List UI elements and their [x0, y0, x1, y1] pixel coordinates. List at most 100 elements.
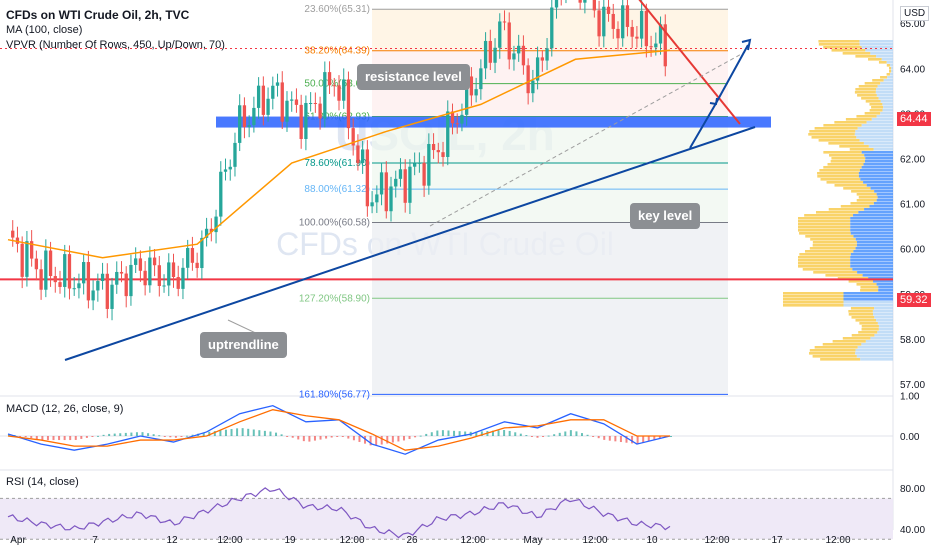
macd-histogram-bar: [436, 430, 439, 436]
candle-body: [413, 163, 417, 167]
vp-bar-down: [859, 139, 893, 142]
macd-histogram-bar: [569, 430, 572, 436]
candle-body: [639, 10, 644, 39]
vp-bar-down: [843, 298, 893, 301]
vp-bar-down: [863, 142, 893, 145]
macd-histogram-bar: [592, 436, 595, 437]
vp-bar-down: [878, 289, 893, 292]
vp-bar-up: [858, 196, 878, 199]
vp-bar-up: [799, 232, 851, 235]
candle-body: [450, 111, 455, 124]
candle-body: [219, 171, 223, 217]
vp-bar-down: [878, 325, 893, 328]
ma-legend[interactable]: MA (100, close): [6, 24, 83, 36]
candle-body: [186, 248, 190, 268]
vp-bar-up: [809, 130, 856, 133]
macd-histogram-bar: [364, 436, 367, 444]
macd-histogram-bar: [503, 430, 506, 436]
macd-histogram-bar: [8, 433, 10, 436]
candle-body: [176, 277, 180, 289]
macd-histogram-bar: [108, 433, 111, 436]
vp-bar-down: [861, 46, 893, 49]
descending-trendline: [638, 0, 741, 125]
candle-body: [408, 166, 412, 203]
macd-histogram-bar: [58, 436, 61, 441]
candle-body: [252, 107, 256, 126]
vp-bar-up: [798, 220, 851, 223]
vp-bar-down: [850, 253, 893, 256]
vp-bar-down: [873, 313, 893, 316]
vp-bar-down: [874, 307, 893, 310]
candle-body: [167, 262, 171, 286]
vp-bar-up: [839, 145, 869, 148]
vp-bar-down: [877, 196, 893, 199]
macd-histogram-bar: [30, 436, 33, 439]
vp-bar-up: [864, 112, 881, 115]
candle-body: [578, 0, 582, 3]
candle-body: [427, 143, 431, 186]
macd-histogram-bar: [41, 436, 44, 441]
macd-histogram-bar: [430, 432, 433, 436]
vp-bar-up: [843, 187, 871, 190]
vp-bar-up: [837, 277, 869, 280]
macd-histogram-bar: [291, 436, 294, 438]
vp-bar-up: [818, 40, 860, 43]
macd-histogram-bar: [69, 436, 72, 441]
candle-body: [256, 85, 261, 108]
price-tick: 64.00: [900, 64, 925, 75]
macd-histogram-bar: [647, 436, 650, 442]
macd-histogram-bar: [330, 436, 333, 438]
vp-bar-up: [823, 46, 862, 49]
vp-bar-down: [850, 265, 893, 268]
macd-histogram-bar: [180, 436, 183, 437]
candle-body: [209, 228, 213, 233]
vp-bar-down: [870, 187, 893, 190]
vpvr-legend[interactable]: VPVR (Number Of Rows, 450, Up/Down, 70): [6, 39, 225, 51]
macd-histogram-bar: [508, 430, 511, 436]
vp-bar-up: [886, 73, 891, 76]
macd-histogram-bar: [369, 436, 372, 446]
candle-body: [370, 202, 374, 207]
macd-legend[interactable]: MACD (12, 26, close, 9): [6, 403, 124, 415]
candle-body: [493, 47, 497, 63]
candle-body: [606, 6, 611, 14]
candle-body: [422, 162, 426, 186]
macd-histogram-bar: [414, 436, 417, 438]
vp-bar-up: [809, 349, 856, 352]
price-tick: 65.00: [900, 19, 925, 30]
candle-body: [436, 150, 440, 153]
macd-tick: 0.00: [900, 432, 920, 443]
vp-bar-up: [834, 121, 867, 124]
candle-body: [115, 271, 119, 285]
macd-histogram-bar: [380, 436, 383, 445]
candle-body: [611, 13, 615, 29]
vp-bar-up: [851, 334, 875, 337]
vp-bar-down: [876, 193, 893, 196]
macd-histogram-bar: [147, 433, 150, 436]
rsi-line: [7, 487, 671, 539]
vp-bar-up: [869, 109, 883, 112]
price-tick: 58.00: [900, 335, 925, 346]
candle-body: [621, 5, 625, 39]
vp-bar-down: [850, 220, 893, 223]
vp-bar-up: [861, 325, 879, 328]
candle-body: [342, 79, 346, 101]
candle-body: [540, 57, 544, 61]
vp-bar-up: [850, 202, 874, 205]
rsi-band: [0, 498, 893, 540]
candle-body: [446, 111, 450, 157]
rsi-legend[interactable]: RSI (14, close): [6, 476, 79, 488]
candle-body: [474, 89, 478, 96]
currency-label[interactable]: USD: [900, 6, 930, 21]
vp-bar-down: [856, 136, 893, 139]
candle-body: [304, 103, 308, 139]
macd-histogram-bar: [336, 436, 339, 437]
macd-histogram-bar: [497, 430, 500, 436]
vp-bar-up: [856, 199, 877, 202]
signal-line: [7, 409, 670, 451]
macd-histogram-bar: [102, 434, 105, 436]
macd-histogram-bar: [636, 436, 639, 445]
vp-bar-down: [857, 127, 893, 130]
macd-histogram-bar: [241, 428, 244, 436]
vp-bar-up: [864, 82, 881, 85]
